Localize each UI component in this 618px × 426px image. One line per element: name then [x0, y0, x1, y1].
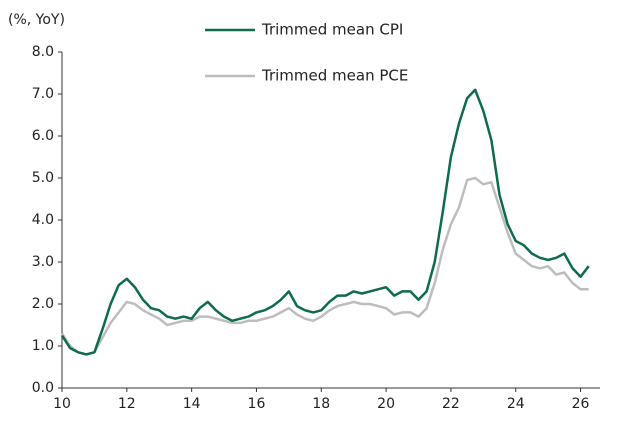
- y-tick-label: 8.0: [32, 44, 54, 60]
- x-tick-label: 26: [572, 396, 590, 412]
- x-tick-label: 12: [118, 396, 136, 412]
- y-tick-label: 3.0: [32, 254, 54, 270]
- x-tick-label: 24: [507, 396, 525, 412]
- x-tick-label: 10: [53, 396, 71, 412]
- y-tick-label: 4.0: [32, 212, 54, 228]
- y-tick-label: 1.0: [32, 338, 54, 354]
- y-tick-label: 5.0: [32, 170, 54, 186]
- y-tick-label: 7.0: [32, 86, 54, 102]
- series-line: [60, 176, 589, 356]
- series-line: [60, 88, 590, 356]
- legend-label: Trimmed mean PCE: [261, 67, 408, 85]
- x-tick-label: 22: [442, 396, 460, 412]
- x-tick-label: 14: [183, 396, 201, 412]
- y-axis-label: (%, YoY): [8, 12, 65, 28]
- x-tick-label: 20: [377, 396, 395, 412]
- x-tick-label: 18: [312, 396, 330, 412]
- x-tick-label: 16: [248, 396, 266, 412]
- y-tick-label: 2.0: [32, 296, 54, 312]
- y-tick-label: 0.0: [32, 380, 54, 396]
- legend-label: Trimmed mean CPI: [261, 21, 403, 39]
- y-tick-label: 6.0: [32, 128, 54, 144]
